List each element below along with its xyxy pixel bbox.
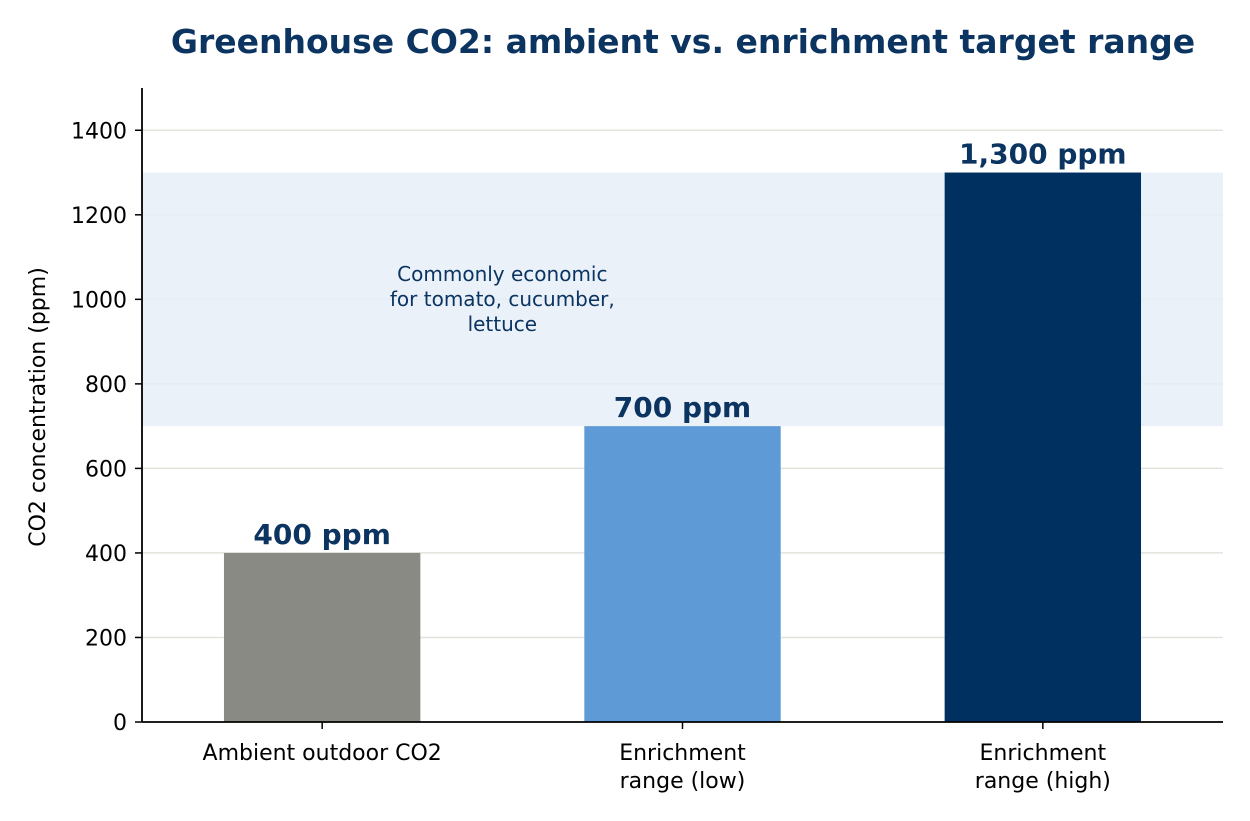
bar-value-label: 400 ppm <box>253 518 390 551</box>
x-tick-label: Ambient outdoor CO2 <box>203 741 442 766</box>
x-tick-label: Enrichment range (low) <box>619 741 746 794</box>
bar <box>944 172 1142 723</box>
y-tick-label: 400 <box>85 542 127 567</box>
x-tick-label: Enrichment range (high) <box>975 741 1111 794</box>
band-annotation: Commonly economic for tomato, cucumber, le… <box>390 262 615 336</box>
bar <box>584 426 781 722</box>
bar-value-label: 700 ppm <box>614 391 751 424</box>
labels: 400 ppm 700 ppm 1,300 ppm Commonly economic… <box>253 138 1126 551</box>
bar-value-label: 1,300 ppm <box>959 138 1127 171</box>
y-tick-label: 0 <box>113 711 127 736</box>
y-axis-label: CO2 concentration (ppm) <box>26 267 51 547</box>
bars <box>223 172 1142 723</box>
axes: 0 200 400 600 800 1000 1200 1400 Ambient outdoor… <box>71 88 1223 794</box>
y-tick-label: 1400 <box>71 119 127 144</box>
bar <box>223 552 421 722</box>
y-tick-label: 1000 <box>71 288 127 313</box>
y-tick-label: 800 <box>85 373 127 398</box>
y-tick-label: 1200 <box>71 204 127 229</box>
chart-title: Greenhouse CO2: ambient vs. enrichment t… <box>171 22 1195 61</box>
y-tick-label: 600 <box>85 457 127 482</box>
y-tick-label: 200 <box>85 626 127 651</box>
